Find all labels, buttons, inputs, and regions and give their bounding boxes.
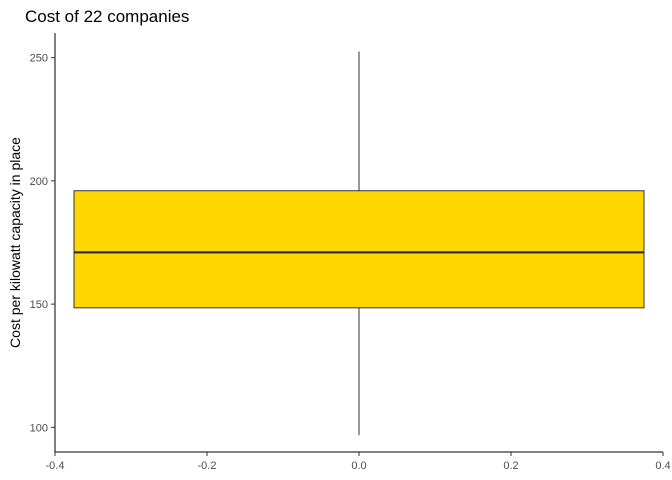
x-tick-label: -0.4: [46, 460, 65, 472]
x-axis-ticks: -0.4 -0.2 0.0 0.2 0.4: [46, 452, 671, 472]
plot-area: [73, 51, 645, 436]
chart-title: Cost of 22 companies: [25, 7, 189, 26]
x-tick-label: 0.0: [351, 460, 366, 472]
y-tick-label: 150: [30, 299, 48, 311]
y-tick-label: 250: [30, 53, 48, 65]
y-axis-title: Cost per kilowatt capacity in place: [7, 137, 23, 348]
box-iqr: [73, 190, 645, 309]
y-axis-ticks: 100 150 200 250: [30, 53, 55, 434]
x-tick-label: 0.2: [503, 460, 518, 472]
x-tick-label: -0.2: [198, 460, 217, 472]
y-tick-label: 100: [30, 422, 48, 434]
y-tick-label: 200: [30, 176, 48, 188]
x-tick-label: 0.4: [655, 460, 670, 472]
